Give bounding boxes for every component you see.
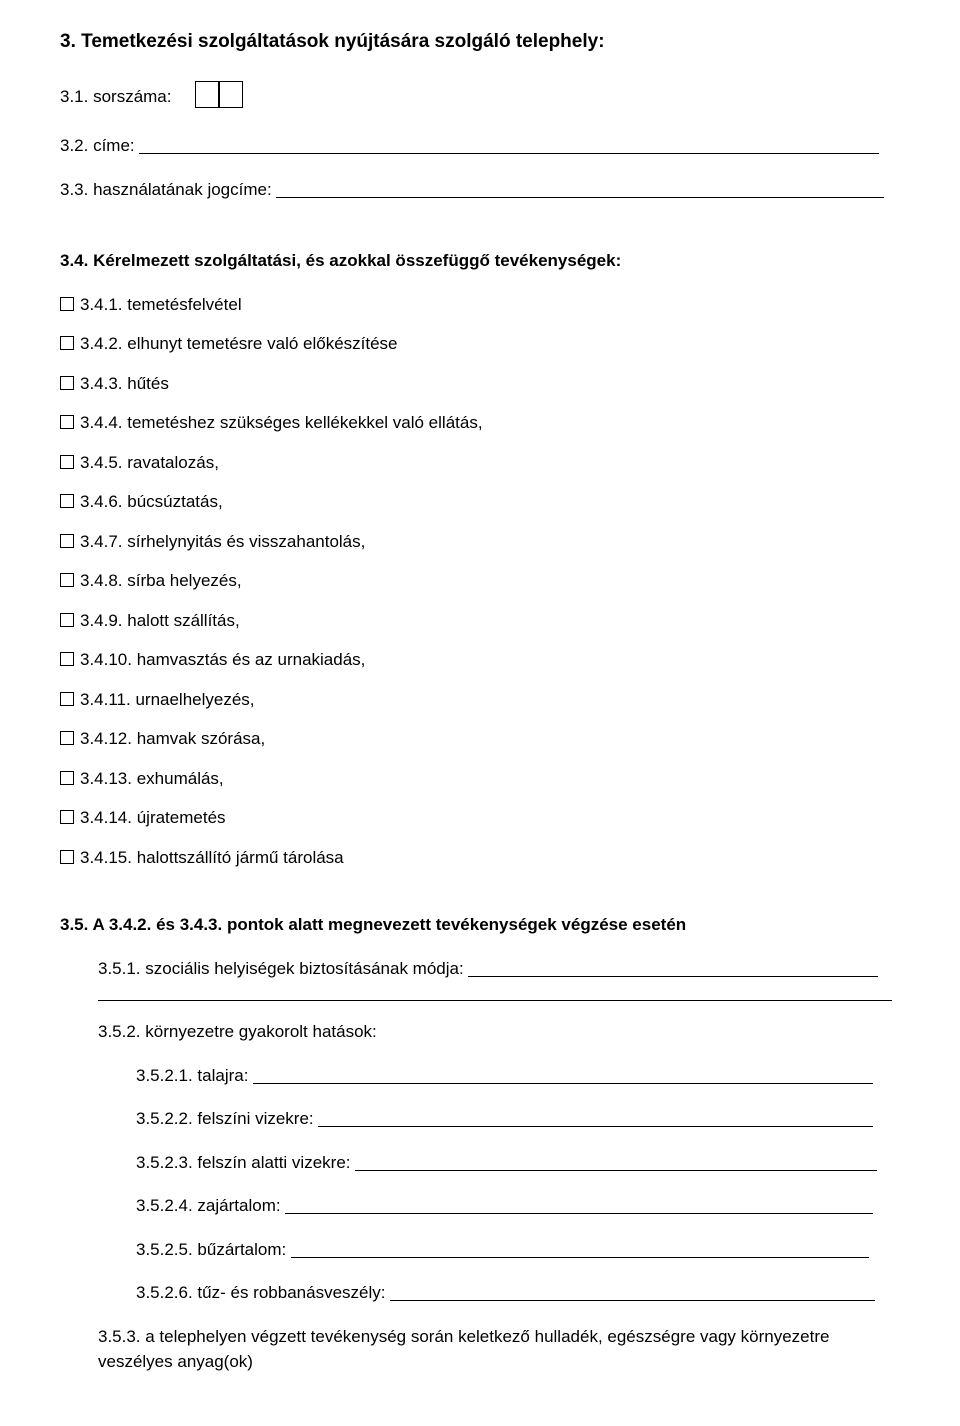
input-3-5-2-1[interactable] xyxy=(253,1083,873,1084)
input-3-5-2-5[interactable] xyxy=(291,1257,869,1258)
option-row-6: 3.4.6. búcsúztatás, xyxy=(60,489,900,515)
option-row-3: 3.4.3. hűtés xyxy=(60,371,900,397)
row-3-5-2-4: 3.5.2.4. zajártalom: xyxy=(136,1193,900,1219)
option-label-3-4-11: 3.4.11. urnaelhelyezés, xyxy=(80,690,255,709)
sorszam-boxes[interactable] xyxy=(195,81,243,116)
option-label-3-4-9: 3.4.9. halott szállítás, xyxy=(80,611,240,630)
row-3-5-2-3: 3.5.2.3. felszín alatti vizekre: xyxy=(136,1150,900,1176)
option-label-3-4-3: 3.4.3. hűtés xyxy=(80,374,169,393)
label-3-5-2-1: 3.5.2.1. talajra: xyxy=(136,1066,248,1085)
row-3-5-2-2: 3.5.2.2. felszíni vizekre: xyxy=(136,1106,900,1132)
option-row-12: 3.4.12. hamvak szórása, xyxy=(60,726,900,752)
input-3-5-2-3[interactable] xyxy=(355,1170,877,1171)
input-3-3[interactable] xyxy=(276,197,884,198)
option-label-3-4-8: 3.4.8. sírba helyezés, xyxy=(80,571,242,590)
row-3-5-2-5: 3.5.2.5. bűzártalom: xyxy=(136,1237,900,1263)
row-3-2: 3.2. címe: xyxy=(60,133,900,159)
option-row-15: 3.4.15. halottszállító jármű tárolása xyxy=(60,845,900,871)
checkbox-3-4-10[interactable] xyxy=(60,652,74,666)
row-3-5-3: 3.5.3. a telephelyen végzett tevékenység… xyxy=(60,1324,900,1375)
option-label-3-4-15: 3.4.15. halottszállító jármű tárolása xyxy=(80,848,344,867)
option-label-3-4-7: 3.4.7. sírhelynyitás és visszahantolás, xyxy=(80,532,365,551)
checkbox-3-4-11[interactable] xyxy=(60,692,74,706)
digit-box-1[interactable] xyxy=(195,81,219,108)
input-3-5-2-2[interactable] xyxy=(318,1126,873,1127)
label-3-3: 3.3. használatának jogcíme: xyxy=(60,180,272,199)
label-3-5-2-4: 3.5.2.4. zajártalom: xyxy=(136,1196,281,1215)
input-3-5-2-6[interactable] xyxy=(390,1300,875,1301)
label-3-5-3: 3.5.3. a telephelyen végzett tevékenység… xyxy=(98,1327,829,1372)
input-3-5-1-line2[interactable] xyxy=(98,985,892,1001)
checkbox-3-4-3[interactable] xyxy=(60,376,74,390)
checkbox-3-4-6[interactable] xyxy=(60,494,74,508)
option-label-3-4-2: 3.4.2. elhunyt temetésre való előkészíté… xyxy=(80,334,398,353)
label-3-5-2-3: 3.5.2.3. felszín alatti vizekre: xyxy=(136,1153,351,1172)
option-row-10: 3.4.10. hamvasztás és az urnakiadás, xyxy=(60,647,900,673)
checkbox-3-4-8[interactable] xyxy=(60,573,74,587)
checkbox-3-4-4[interactable] xyxy=(60,415,74,429)
section-35-heading: 3.5. A 3.4.2. és 3.4.3. pontok alatt meg… xyxy=(60,912,900,938)
option-row-5: 3.4.5. ravatalozás, xyxy=(60,450,900,476)
label-3-5-2-2: 3.5.2.2. felszíni vizekre: xyxy=(136,1109,314,1128)
option-label-3-4-5: 3.4.5. ravatalozás, xyxy=(80,453,219,472)
option-label-3-4-10: 3.4.10. hamvasztás és az urnakiadás, xyxy=(80,650,365,669)
input-3-5-1[interactable] xyxy=(468,976,878,977)
checkbox-3-4-13[interactable] xyxy=(60,771,74,785)
option-row-4: 3.4.4. temetéshez szükséges kellékekkel … xyxy=(60,410,900,436)
section-3-heading: 3. Temetkezési szolgáltatások nyújtására… xyxy=(60,28,900,57)
option-row-11: 3.4.11. urnaelhelyezés, xyxy=(60,687,900,713)
option-row-8: 3.4.8. sírba helyezés, xyxy=(60,568,900,594)
checkbox-3-4-14[interactable] xyxy=(60,810,74,824)
option-row-14: 3.4.14. újratemetés xyxy=(60,805,900,831)
row-3-5-1: 3.5.1. szociális helyiségek biztosításán… xyxy=(98,956,900,982)
checkbox-3-4-2[interactable] xyxy=(60,336,74,350)
label-3-5-2: 3.5.2. környezetre gyakorolt hatások: xyxy=(98,1022,377,1041)
checkbox-3-4-9[interactable] xyxy=(60,613,74,627)
checkbox-3-4-7[interactable] xyxy=(60,534,74,548)
option-label-3-4-12: 3.4.12. hamvak szórása, xyxy=(80,729,265,748)
option-row-13: 3.4.13. exhumálás, xyxy=(60,766,900,792)
input-3-5-2-4[interactable] xyxy=(285,1213,873,1214)
option-row-1: 3.4.1. temetésfelvétel xyxy=(60,292,900,318)
checkbox-3-4-15[interactable] xyxy=(60,850,74,864)
label-3-5-1: 3.5.1. szociális helyiségek biztosításán… xyxy=(98,959,464,978)
option-row-9: 3.4.9. halott szállítás, xyxy=(60,608,900,634)
input-3-2[interactable] xyxy=(139,153,879,154)
section-34-heading: 3.4. Kérelmezett szolgáltatási, és azokk… xyxy=(60,248,900,274)
option-label-3-4-13: 3.4.13. exhumálás, xyxy=(80,769,224,788)
label-3-1: 3.1. sorszáma: xyxy=(60,87,172,106)
row-3-1: 3.1. sorszáma: xyxy=(60,81,900,116)
row-3-5-2: 3.5.2. környezetre gyakorolt hatások: xyxy=(60,1019,900,1045)
option-label-3-4-1: 3.4.1. temetésfelvétel xyxy=(80,295,242,314)
checkbox-3-4-5[interactable] xyxy=(60,455,74,469)
label-3-2: 3.2. címe: xyxy=(60,136,135,155)
option-row-7: 3.4.7. sírhelynyitás és visszahantolás, xyxy=(60,529,900,555)
row-3-5-2-1: 3.5.2.1. talajra: xyxy=(136,1063,900,1089)
option-label-3-4-14: 3.4.14. újratemetés xyxy=(80,808,226,827)
label-3-5-2-5: 3.5.2.5. bűzártalom: xyxy=(136,1240,286,1259)
option-row-2: 3.4.2. elhunyt temetésre való előkészíté… xyxy=(60,331,900,357)
row-3-5-2-6: 3.5.2.6. tűz- és robbanásveszély: xyxy=(136,1280,900,1306)
checkbox-3-4-12[interactable] xyxy=(60,731,74,745)
option-label-3-4-6: 3.4.6. búcsúztatás, xyxy=(80,492,223,511)
row-3-3: 3.3. használatának jogcíme: xyxy=(60,177,900,203)
label-3-5-2-6: 3.5.2.6. tűz- és robbanásveszély: xyxy=(136,1283,385,1302)
digit-box-2[interactable] xyxy=(219,81,243,108)
option-label-3-4-4: 3.4.4. temetéshez szükséges kellékekkel … xyxy=(80,413,483,432)
checkbox-3-4-1[interactable] xyxy=(60,297,74,311)
